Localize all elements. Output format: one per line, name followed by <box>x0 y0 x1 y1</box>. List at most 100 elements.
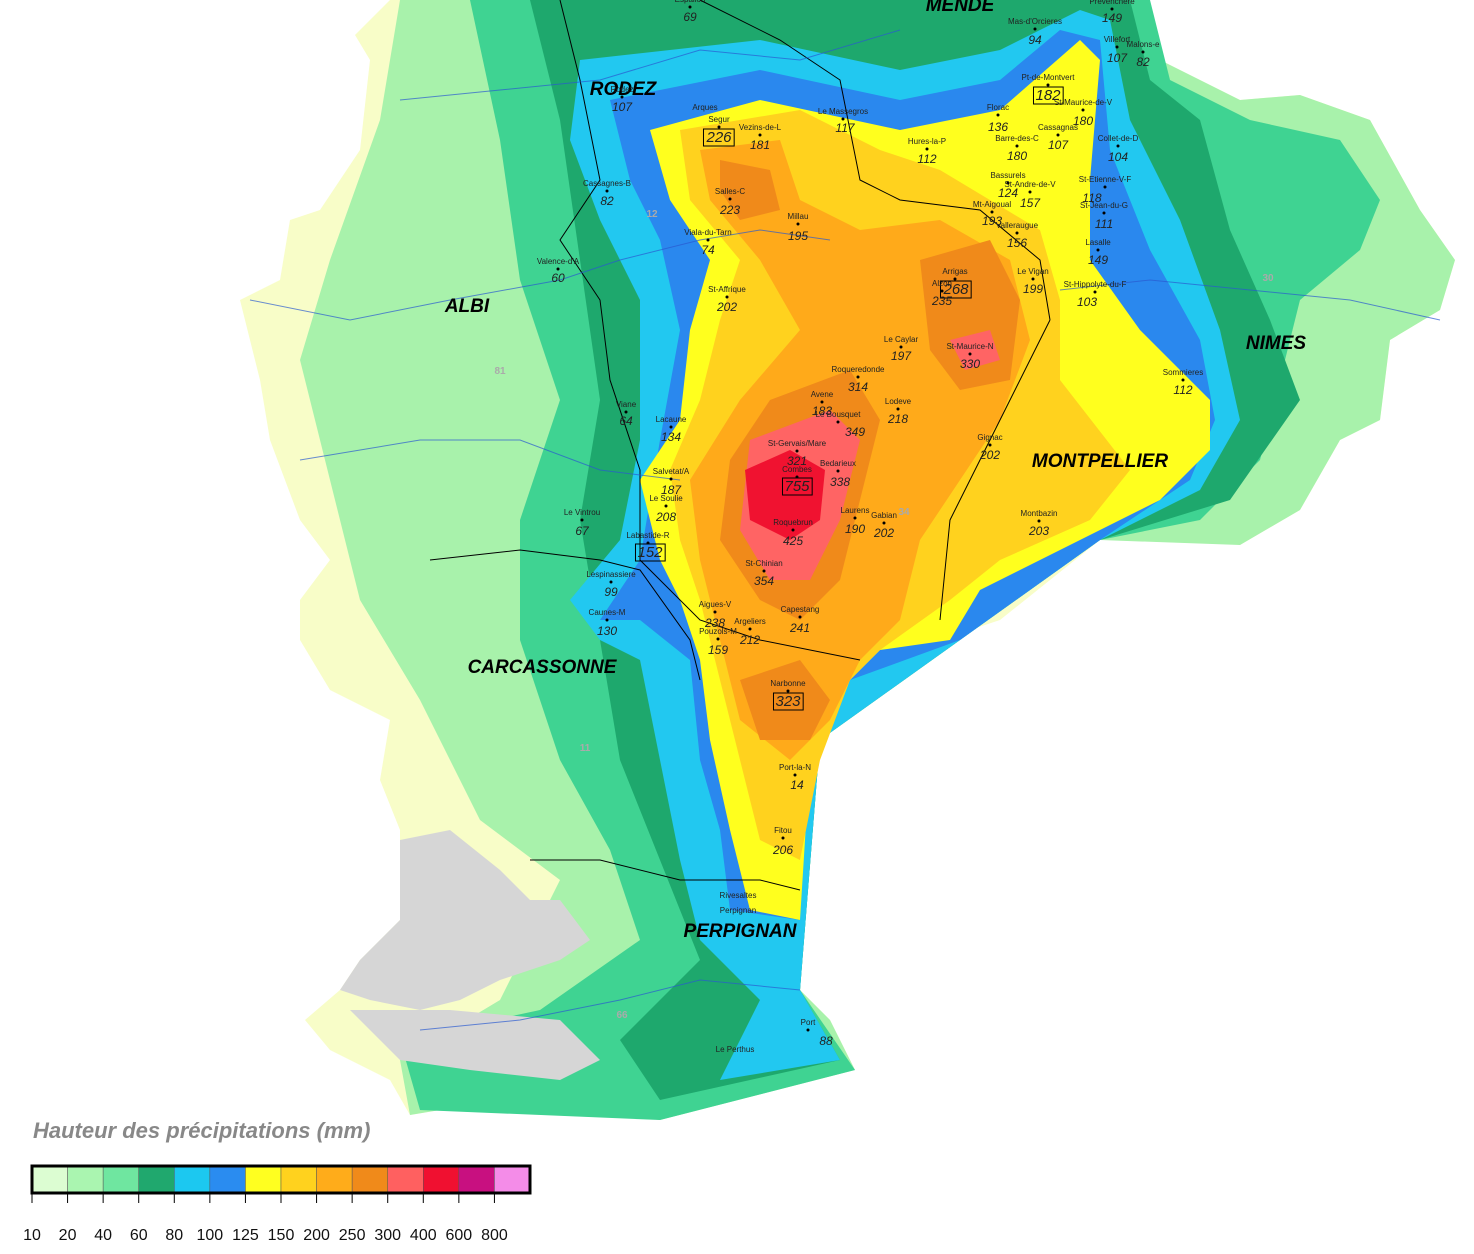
station-name: Arrigas <box>942 267 967 276</box>
station-name: Lespinassiere <box>586 570 636 579</box>
station-dot <box>706 238 710 242</box>
station-name: Aigues-V <box>699 600 732 609</box>
station-value: 82 <box>600 194 614 208</box>
place-name: Arques <box>692 103 717 112</box>
station-dot <box>688 5 692 9</box>
place-name: Perpignan <box>720 906 756 915</box>
station-value: 202 <box>716 300 737 314</box>
station-value: 182 <box>1035 87 1061 104</box>
station-dot <box>669 477 673 481</box>
station-dot <box>605 189 609 193</box>
station-value: 195 <box>788 229 808 243</box>
station-dot <box>728 197 732 201</box>
legend-tick-label: 600 <box>446 1227 473 1244</box>
station-dot <box>781 836 785 840</box>
station-name: Pouzols-M <box>699 627 737 636</box>
station-dot <box>605 618 609 622</box>
station-value: 82 <box>1136 55 1150 69</box>
station-name: St-Etienne-V-F <box>1079 175 1132 184</box>
legend-tick-label: 40 <box>94 1227 112 1244</box>
legend-tick-label: 300 <box>374 1227 401 1244</box>
department-border <box>429 549 701 681</box>
station-value: 238 <box>704 616 725 630</box>
city-label: RODEZ <box>590 79 658 100</box>
station-value: 74 <box>701 243 715 257</box>
place-name: Le Perthus <box>716 1045 755 1054</box>
legend-swatch <box>316 1165 353 1194</box>
station-value: 99 <box>604 585 618 599</box>
station-name: Salvetat/A <box>653 467 690 476</box>
river <box>249 229 831 321</box>
department-border <box>699 0 1051 321</box>
station-value: 425 <box>783 534 803 548</box>
station-dot <box>1056 133 1060 137</box>
station-name: Pt-de-Montvert <box>1022 73 1076 82</box>
station-name: Fitou <box>774 826 792 835</box>
station-name: Gignac <box>977 433 1002 442</box>
station-dot <box>1102 211 1106 215</box>
station-value: 134 <box>661 430 681 444</box>
legend-swatch <box>494 1165 531 1194</box>
station-value: 208 <box>655 510 676 524</box>
station-name: Alzon <box>932 279 952 288</box>
station-value: 202 <box>979 448 1000 462</box>
station-name: St-Jean-du-G <box>1080 201 1128 210</box>
station-dot <box>820 400 824 404</box>
station-name: St-Hippolyte-du-F <box>1064 280 1127 289</box>
legend-swatch <box>31 1165 68 1194</box>
station-value: 159 <box>708 643 728 657</box>
station-value: 193 <box>982 214 1002 228</box>
station-name: Prevenchere <box>1089 0 1135 6</box>
station-value: 104 <box>1108 150 1128 164</box>
borders <box>429 0 1051 891</box>
station-name: Malons-e <box>1127 40 1160 49</box>
station-dot <box>968 352 972 356</box>
station-name: Le Vintrou <box>564 508 600 517</box>
zone-dark-orange <box>720 160 1020 740</box>
station-name: Mt-Aigoual <box>973 200 1011 209</box>
station-name: Hures-la-P <box>908 137 946 146</box>
station-value: 94 <box>1028 33 1042 47</box>
station-name: Valleraugue <box>996 221 1039 230</box>
station-value: 124 <box>998 186 1018 200</box>
value-box <box>939 280 972 299</box>
legend-tick-label: 200 <box>303 1227 330 1244</box>
station-dot <box>1033 27 1037 31</box>
station-dot <box>725 295 729 299</box>
station-name: St-Affrique <box>708 285 746 294</box>
station-name: Collet-de-D <box>1098 134 1139 143</box>
station-value: 107 <box>1048 138 1069 152</box>
station-name: Combes <box>782 465 812 474</box>
station-dot <box>1181 378 1185 382</box>
station-value: 60 <box>551 271 565 285</box>
station-value: 157 <box>1020 196 1041 210</box>
station-name: St-Chinian <box>745 559 782 568</box>
station-name: Viane <box>616 400 637 409</box>
city-label: MENDE <box>926 0 996 16</box>
station-name: Bassurels <box>990 171 1025 180</box>
rivers <box>249 29 1441 1031</box>
station-value: 112 <box>1173 383 1192 397</box>
city-label: PERPIGNAN <box>684 921 798 942</box>
station-name: Viala-du-Tarn <box>684 228 731 237</box>
station-name: Villefort <box>1104 35 1131 44</box>
station-value: 180 <box>1073 114 1093 128</box>
station-name: St-Maurice-de-V <box>1054 98 1113 107</box>
station-value: 314 <box>848 380 868 394</box>
station-value: 323 <box>775 693 801 710</box>
station-value: 212 <box>739 633 760 647</box>
station-dot <box>758 133 762 137</box>
city-label: CARCASSONNE <box>468 657 618 678</box>
zone-gray <box>340 830 600 1080</box>
station-name: Florac <box>987 103 1009 112</box>
legend-tick-label: 100 <box>197 1227 224 1244</box>
station-name: Barre-des-C <box>995 134 1039 143</box>
value-box <box>781 477 813 496</box>
station-dot <box>786 689 790 693</box>
station-dot <box>1115 45 1119 49</box>
department-number: 81 <box>494 366 506 377</box>
station-name: Argeliers <box>734 617 766 626</box>
station-name: Vezins-de-L <box>739 123 782 132</box>
station-dot <box>609 580 613 584</box>
station-name: Laurens <box>841 506 870 515</box>
